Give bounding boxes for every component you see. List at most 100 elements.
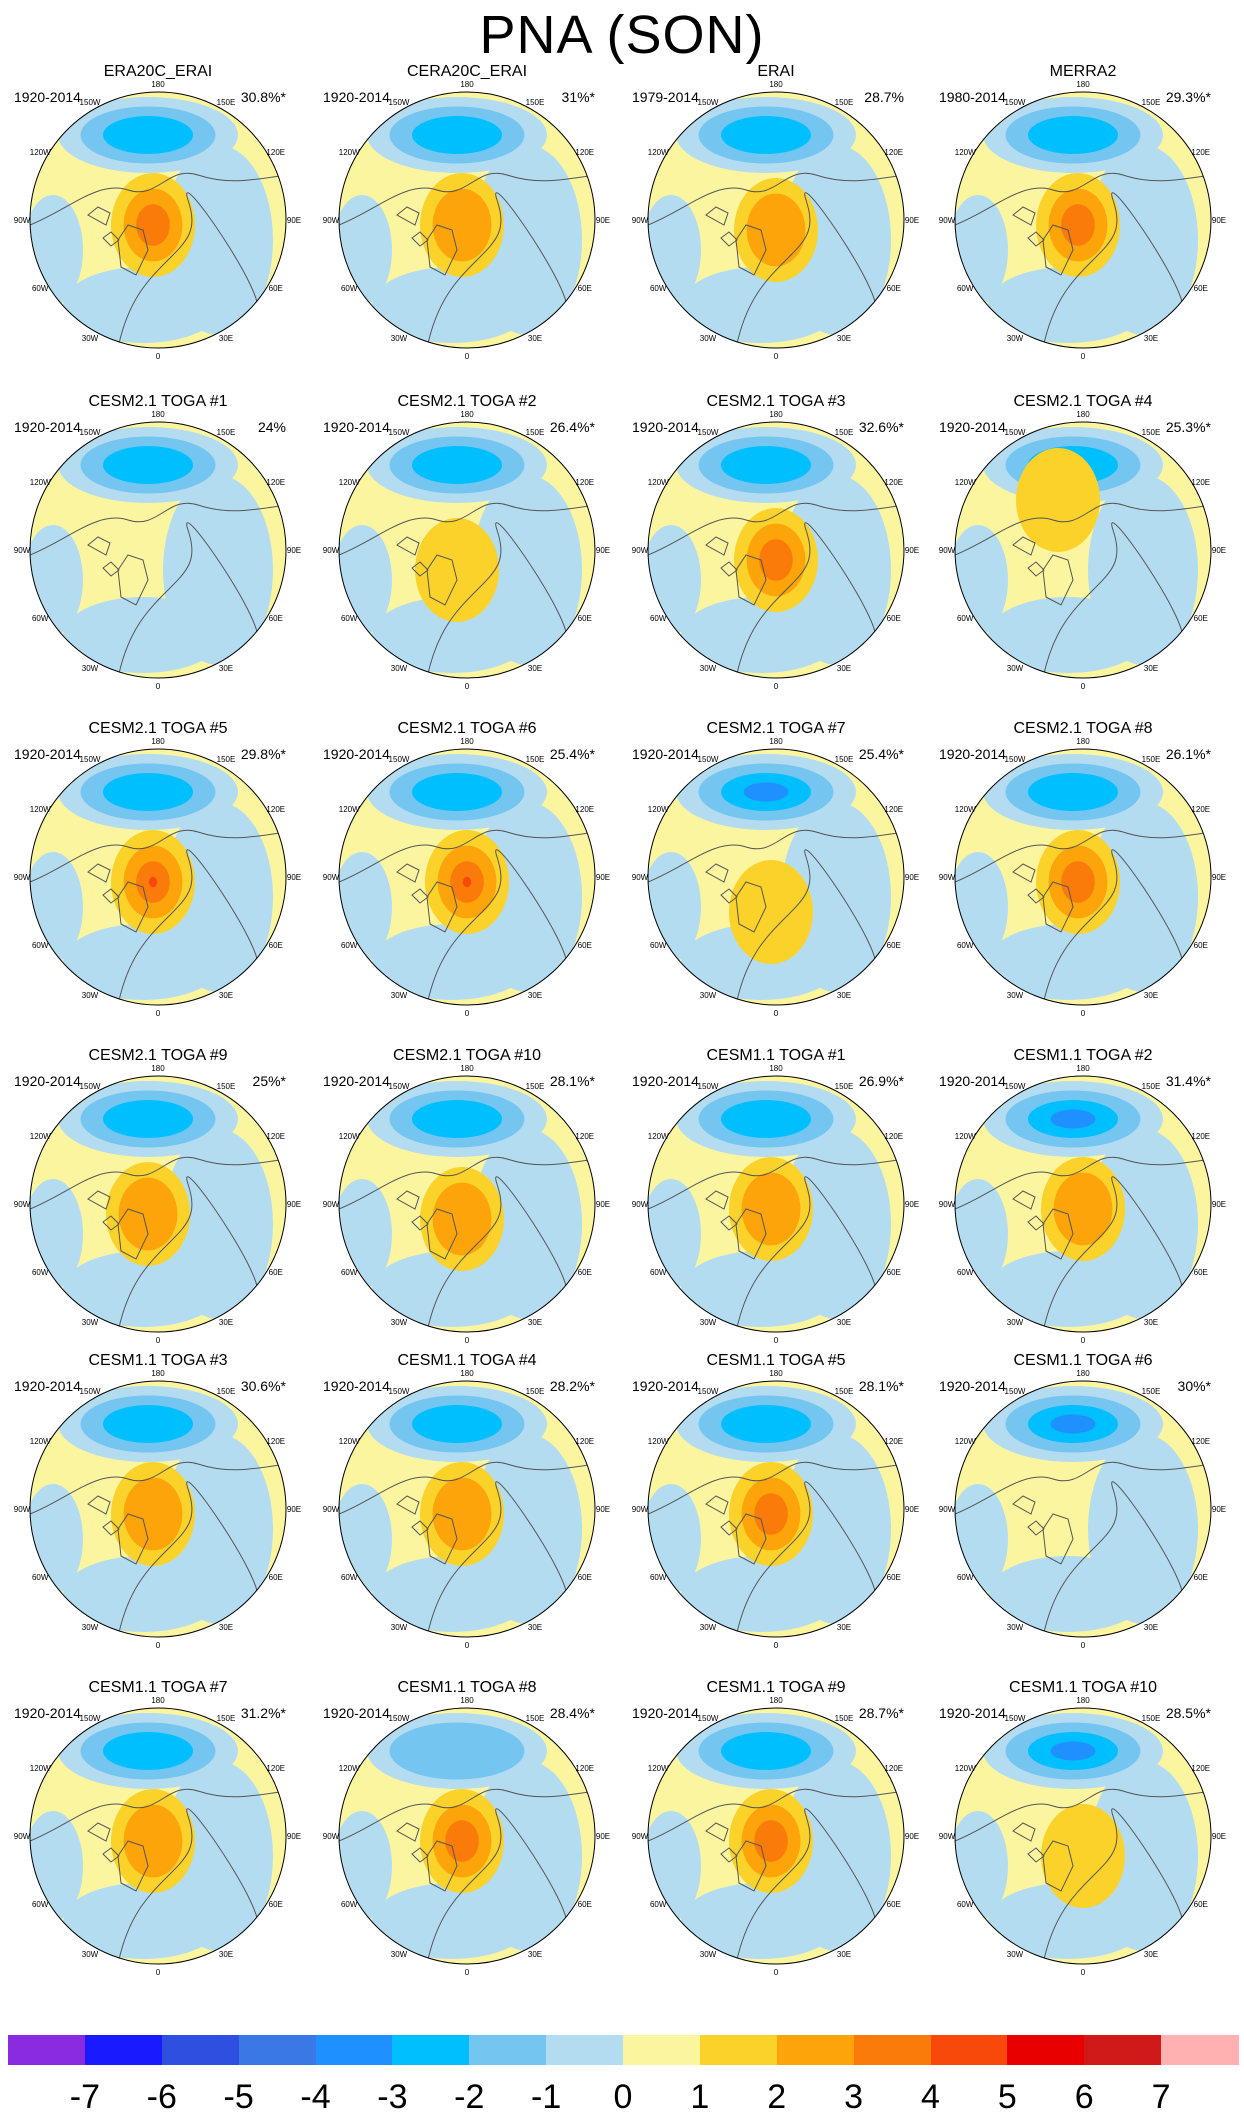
map-panel: CESM1.1 TOGA #5 1920-2014 28.1%* 180 150E 120… [626, 1352, 926, 1669]
positive-anomaly-contour [1016, 448, 1100, 552]
longitude-label: 120W [339, 805, 360, 814]
longitude-label: 30W [1007, 1318, 1024, 1327]
longitude-label: 0 [774, 1641, 779, 1650]
negative-anomaly-contour [743, 782, 789, 802]
longitude-label: 0 [774, 1336, 779, 1345]
longitude-label: 150W [80, 1082, 101, 1091]
map-outline [647, 421, 905, 679]
longitude-label: 150W [1005, 428, 1026, 437]
longitude-label: 30E [837, 1623, 851, 1632]
longitude-label: 60W [341, 614, 358, 623]
map-panel: CESM2.1 TOGA #5 1920-2014 29.8%* 180 150E 120… [8, 720, 308, 1037]
longitude-label: 60E [1194, 614, 1208, 623]
colorbar-swatch [776, 2035, 855, 2065]
colorbar-swatch [161, 2035, 240, 2065]
longitude-label: 90W [323, 873, 340, 882]
longitude-label: 0 [156, 1968, 161, 1977]
coastline-greenland [426, 224, 458, 276]
map-outline [647, 1075, 905, 1333]
map-panel: CESM1.1 TOGA #7 1920-2014 31.2%* 180 150E 120… [8, 1679, 308, 1996]
positive-anomaly-contour [123, 1804, 183, 1878]
coastline [648, 829, 904, 883]
panel-title: CESM2.1 TOGA #3 [706, 393, 846, 410]
longitude-label: 90W [632, 1200, 649, 1209]
coastline-greenland [426, 1840, 458, 1892]
longitude-label: 150E [217, 428, 236, 437]
polar-map: 180 150E 120E 90E 60E 30E 0 30W 60W 90W 120W 150W [14, 1064, 301, 1345]
longitude-label: 30W [391, 334, 408, 343]
negative-anomaly-region [372, 924, 532, 1000]
longitude-label: 150E [1142, 1082, 1161, 1091]
panel-years: 1920-2014 [632, 1378, 699, 1394]
longitude-label: 90W [632, 873, 649, 882]
coastline-greenland [735, 554, 767, 606]
longitude-label: 60W [957, 941, 974, 950]
negative-anomaly-region [988, 267, 1148, 343]
coastline [339, 1461, 595, 1515]
map-outline [647, 748, 905, 1006]
positive-anomaly-contour [123, 1477, 183, 1551]
colorbar-swatch [546, 2035, 624, 2065]
panel-years: 1920-2014 [632, 419, 699, 435]
coastline-greenland [1042, 1840, 1074, 1892]
longitude-label: 150E [835, 1714, 854, 1723]
coastline-greenland [426, 554, 458, 606]
coastline-islands [396, 1495, 429, 1536]
longitude-label: 0 [774, 682, 779, 691]
panel-title: CESM1.1 TOGA #10 [1009, 1679, 1157, 1696]
longitude-label: 30E [837, 1318, 851, 1327]
longitude-label: 180 [1076, 1696, 1090, 1705]
longitude-label: 90E [905, 1200, 919, 1209]
longitude-label: 60E [578, 1268, 592, 1277]
positive-anomaly-contour [118, 1177, 178, 1251]
polar-map: 180 150E 120E 90E 60E 30E 0 30W 60W 90W 120W 150W [323, 737, 610, 1018]
panel-variance-pct: 32.6%* [858, 419, 904, 435]
longitude-label: 30E [528, 1318, 542, 1327]
negative-anomaly-contour [412, 1100, 502, 1138]
longitude-label: 180 [460, 1064, 474, 1073]
longitude-label: 90W [939, 1505, 956, 1514]
negative-anomaly-contour [412, 446, 502, 484]
negative-anomaly-contour [721, 1100, 811, 1138]
negative-anomaly-region [681, 1556, 841, 1632]
colorbar-swatch [315, 2035, 393, 2065]
coastline-greenland [117, 1513, 149, 1565]
longitude-label: 150W [1005, 1082, 1026, 1091]
colorbar-swatch [1084, 2035, 1162, 2065]
longitude-label: 30W [700, 334, 717, 343]
coastline [955, 1156, 1211, 1210]
negative-anomaly-contour [412, 116, 502, 154]
positive-anomaly-contour [432, 1182, 492, 1256]
polar-map: 180 150E 120E 90E 60E 30E 0 30W 60W 90W 120W 150W [632, 737, 919, 1018]
map-outline [29, 91, 287, 349]
map-panel: CESM1.1 TOGA #2 1920-2014 31.4%* 180 150E 120… [933, 1047, 1233, 1364]
longitude-label: 0 [774, 352, 779, 361]
longitude-label: 60E [269, 941, 283, 950]
longitude-label: 90E [596, 1200, 610, 1209]
panel-years: 1920-2014 [632, 746, 699, 762]
coastline [30, 829, 286, 883]
longitude-label: 120W [648, 1764, 669, 1773]
positive-anomaly-contour [148, 876, 158, 888]
longitude-label: 60W [957, 1573, 974, 1582]
coastline [955, 1461, 1211, 1515]
longitude-label: 150W [389, 1714, 410, 1723]
map-panel: CESM2.1 TOGA #6 1920-2014 25.4%* 180 150E 120… [317, 720, 617, 1037]
polar-map: 180 150E 120E 90E 60E 30E 0 30W 60W 90W 120W 150W [939, 1064, 1226, 1345]
coastline-greenland [735, 881, 767, 933]
coastline [648, 172, 904, 226]
longitude-label: 150E [1142, 1387, 1161, 1396]
panel-years: 1979-2014 [632, 89, 699, 105]
coastline-islands [1012, 206, 1045, 247]
polar-map: 180 150E 120E 90E 60E 30E 0 30W 60W 90W 120W 150W [632, 1696, 919, 1977]
coastline [955, 1788, 1211, 1842]
longitude-label: 90W [632, 1832, 649, 1841]
longitude-label: 60W [341, 1900, 358, 1909]
longitude-label: 0 [156, 1009, 161, 1018]
longitude-label: 150W [1005, 1714, 1026, 1723]
map-panel: CESM1.1 TOGA #6 1920-2014 30%* 180 150E 120E 9… [933, 1352, 1233, 1669]
longitude-label: 0 [156, 352, 161, 361]
map-panel: CESM2.1 TOGA #10 1920-2014 28.1%* 180 150E 12… [317, 1047, 617, 1364]
coastline [30, 1156, 286, 1210]
map-outline [954, 1380, 1212, 1638]
